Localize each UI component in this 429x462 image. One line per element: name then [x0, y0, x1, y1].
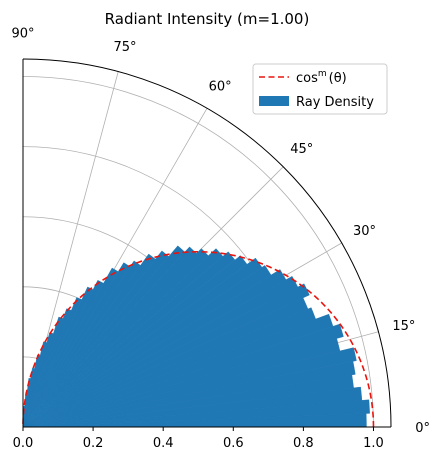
legend-swatch-ray-density	[259, 96, 289, 106]
bar-series	[22, 245, 370, 428]
angular-tick-label: 75°	[114, 40, 137, 55]
radial-tick-label: 0.4	[153, 436, 174, 451]
angular-tick-label: 0°	[415, 421, 429, 436]
polar-bar	[22, 297, 82, 428]
polar-bar	[22, 269, 287, 428]
radial-tick-label: 0.2	[83, 436, 104, 451]
polar-bar	[22, 267, 119, 428]
polar-bar	[22, 255, 248, 428]
polar-bar	[22, 367, 35, 428]
cosine-curve	[22, 250, 375, 428]
tick-labels: 0.0 0.2 0.4 0.6 0.8 1.0 0° 15° 30° 45° 60° 75° 90°	[11, 27, 429, 451]
legend: cosm (θ) Ray Density	[252, 63, 388, 115]
angular-tick-label: 30°	[353, 224, 376, 239]
polar-bar	[22, 378, 31, 428]
polar-bar	[22, 280, 104, 428]
polar-bar	[22, 248, 224, 428]
polar-bar	[22, 246, 197, 428]
polar-bar	[22, 313, 334, 428]
angular-tick-label: 60°	[209, 80, 232, 95]
legend-label-ray-density: Ray Density	[296, 95, 374, 110]
polar-bar	[22, 283, 310, 428]
outer-arc	[22, 58, 392, 428]
angular-tick-label: 45°	[290, 142, 313, 157]
polar-frame	[22, 58, 392, 428]
polar-bar	[22, 250, 169, 428]
reference-curve	[22, 250, 375, 428]
chart-title: Radiant Intensity (m=1.00)	[105, 10, 310, 28]
polar-bar	[22, 332, 54, 428]
polar-bar	[22, 307, 316, 428]
polar-bar	[22, 262, 131, 428]
polar-bar	[22, 251, 236, 428]
radial-tick-label: 0.8	[293, 436, 314, 451]
angular-tick-label: 90°	[11, 27, 34, 42]
radial-tick-label: 0.0	[13, 436, 34, 451]
angular-tick-label: 15°	[392, 319, 415, 334]
polar-bar	[22, 265, 272, 428]
radial-tick-label: 0.6	[223, 436, 244, 451]
radial-tick-label: 1.0	[363, 436, 384, 451]
legend-label-cosine: cosm (θ)	[296, 69, 347, 86]
polar-bar	[22, 253, 156, 428]
